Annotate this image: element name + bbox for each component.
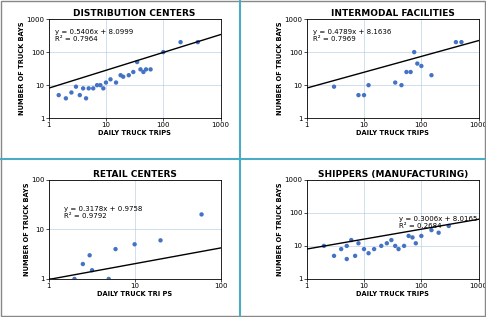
Point xyxy=(398,83,405,88)
Point xyxy=(86,253,93,258)
Point xyxy=(106,77,114,82)
Point xyxy=(330,84,338,89)
Point xyxy=(412,241,420,246)
Point xyxy=(360,247,368,252)
Point xyxy=(72,84,80,89)
Point xyxy=(428,73,435,78)
Point xyxy=(105,276,113,281)
Point xyxy=(330,253,338,258)
Point xyxy=(409,235,417,240)
Point xyxy=(93,83,101,88)
Point xyxy=(391,80,399,85)
Y-axis label: NUMBER OF TRUCK BAYS: NUMBER OF TRUCK BAYS xyxy=(23,183,30,276)
Point xyxy=(159,49,167,55)
Point xyxy=(129,69,137,74)
Point xyxy=(131,242,139,247)
Point xyxy=(102,80,110,85)
Point xyxy=(414,61,421,66)
Point xyxy=(395,247,402,252)
Point xyxy=(400,243,408,249)
Point xyxy=(139,69,147,74)
Point xyxy=(97,83,104,88)
Point xyxy=(391,243,399,249)
Title: SHIPPERS (MANUFACTURING): SHIPPERS (MANUFACTURING) xyxy=(317,170,468,179)
Title: DISTRIBUTION CENTERS: DISTRIBUTION CENTERS xyxy=(73,9,196,18)
Point xyxy=(343,256,350,262)
Point xyxy=(120,74,127,79)
Point xyxy=(364,83,372,88)
Text: y = 0.3178x + 0.9758
R² = 0.9792: y = 0.3178x + 0.9758 R² = 0.9792 xyxy=(64,206,142,219)
Point xyxy=(417,233,425,238)
Point xyxy=(417,63,425,68)
X-axis label: DAILY TRUCK TRI PS: DAILY TRUCK TRI PS xyxy=(97,290,172,296)
Point xyxy=(457,40,465,45)
Y-axis label: NUMBER OF TRUCK BAYS: NUMBER OF TRUCK BAYS xyxy=(19,22,25,115)
Point xyxy=(364,251,372,256)
Point xyxy=(383,241,391,246)
Point xyxy=(79,262,87,267)
Point xyxy=(137,67,144,72)
Point xyxy=(68,90,75,95)
Point xyxy=(351,253,359,258)
Text: y = 0.4789x + 8.1636
R² = 0.7969: y = 0.4789x + 8.1636 R² = 0.7969 xyxy=(313,29,392,42)
Point xyxy=(142,67,150,72)
Point xyxy=(177,40,185,45)
Point xyxy=(337,247,345,252)
Point xyxy=(370,247,378,252)
Point xyxy=(62,96,70,101)
Point xyxy=(198,212,206,217)
Point xyxy=(85,86,92,91)
Point xyxy=(387,237,395,243)
X-axis label: DAILY TRUCK TRIPS: DAILY TRUCK TRIPS xyxy=(356,290,429,296)
Point xyxy=(355,93,363,98)
Point xyxy=(378,243,385,249)
Point xyxy=(89,86,97,91)
Point xyxy=(428,228,435,233)
Point xyxy=(117,73,124,78)
Point xyxy=(133,60,141,65)
Text: y = 0.5406x + 8.0999
R² = 0.7964: y = 0.5406x + 8.0999 R² = 0.7964 xyxy=(55,29,133,42)
Point xyxy=(343,243,350,249)
Point xyxy=(112,80,120,85)
X-axis label: DAILY TRUCK TRIPS: DAILY TRUCK TRIPS xyxy=(356,130,429,136)
Point xyxy=(79,86,87,91)
Title: INTERMODAL FACILITIES: INTERMODAL FACILITIES xyxy=(331,9,454,18)
Point xyxy=(70,276,78,281)
Point xyxy=(402,69,410,74)
Point xyxy=(407,69,415,74)
Point xyxy=(360,93,368,98)
Point xyxy=(147,67,155,72)
Point xyxy=(347,237,355,243)
Point xyxy=(355,241,363,246)
X-axis label: DAILY TRUCK TRIPS: DAILY TRUCK TRIPS xyxy=(98,130,171,136)
Title: RETAIL CENTERS: RETAIL CENTERS xyxy=(93,170,176,179)
Point xyxy=(100,86,107,91)
Y-axis label: NUMBER OF TRUCK BAYS: NUMBER OF TRUCK BAYS xyxy=(277,183,283,276)
Point xyxy=(82,96,90,101)
Point xyxy=(112,247,120,252)
Point xyxy=(445,223,452,229)
Point xyxy=(452,40,460,45)
Point xyxy=(320,243,328,249)
Point xyxy=(194,40,202,45)
Point xyxy=(156,238,164,243)
Point xyxy=(125,73,133,78)
Point xyxy=(88,268,96,273)
Point xyxy=(435,230,443,235)
Point xyxy=(410,49,418,55)
Point xyxy=(55,93,63,98)
Point xyxy=(76,93,84,98)
Text: y = 0.3006x + 8.0165
R² = 0.2684: y = 0.3006x + 8.0165 R² = 0.2684 xyxy=(399,216,477,229)
Y-axis label: NUMBER OF TRUCK BAYS: NUMBER OF TRUCK BAYS xyxy=(277,22,283,115)
Point xyxy=(405,233,413,238)
